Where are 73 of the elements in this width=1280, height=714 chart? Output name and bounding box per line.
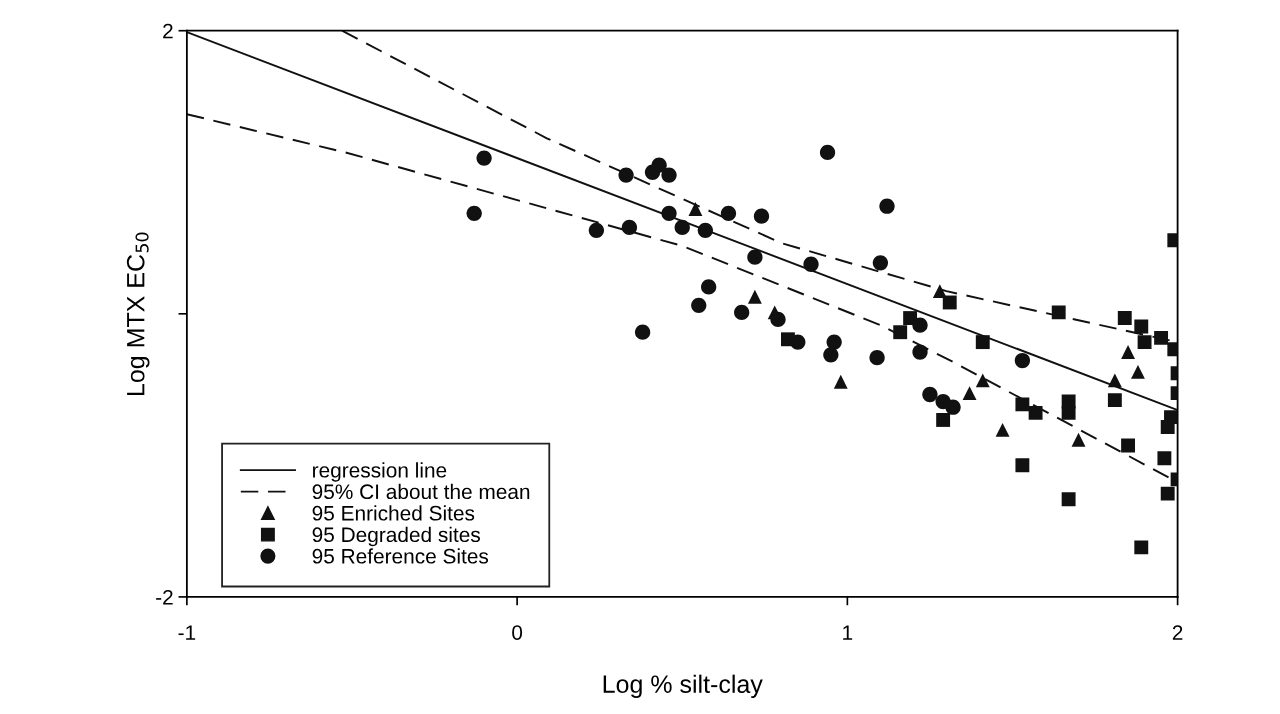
point bbox=[1117, 311, 1132, 325]
point bbox=[1061, 492, 1076, 507]
point bbox=[1015, 397, 1030, 412]
legend-label: regression line bbox=[313, 462, 447, 482]
point bbox=[747, 249, 763, 265]
point bbox=[975, 335, 990, 350]
point bbox=[661, 205, 677, 221]
point bbox=[674, 219, 690, 236]
point bbox=[803, 256, 819, 272]
point bbox=[922, 386, 938, 403]
point bbox=[833, 374, 848, 389]
point bbox=[819, 144, 836, 161]
point bbox=[1061, 405, 1076, 420]
x-tick-label: 1 bbox=[843, 625, 853, 640]
point bbox=[1071, 432, 1086, 447]
point bbox=[701, 279, 717, 295]
point bbox=[879, 198, 895, 214]
point bbox=[903, 311, 918, 325]
legend-label: 95 Degraded sites bbox=[312, 526, 480, 547]
point bbox=[734, 304, 750, 321]
point bbox=[936, 413, 951, 427]
point bbox=[893, 325, 908, 340]
point bbox=[621, 219, 638, 236]
legend-label: 95 Reference Sites bbox=[312, 548, 489, 564]
point bbox=[688, 202, 703, 216]
point bbox=[872, 255, 889, 271]
point bbox=[932, 284, 947, 299]
point bbox=[962, 386, 977, 401]
point bbox=[942, 295, 957, 310]
point bbox=[661, 167, 677, 183]
point bbox=[753, 208, 770, 224]
point bbox=[1107, 393, 1122, 408]
point bbox=[945, 399, 961, 415]
point bbox=[466, 205, 482, 221]
point bbox=[912, 344, 928, 360]
y-tick-label: -2 bbox=[156, 589, 173, 605]
point bbox=[1134, 540, 1149, 555]
point bbox=[869, 350, 885, 366]
point bbox=[634, 324, 651, 340]
point bbox=[651, 157, 667, 173]
point bbox=[995, 422, 1010, 437]
point bbox=[1131, 364, 1145, 379]
point bbox=[1028, 405, 1043, 420]
point bbox=[747, 289, 762, 304]
point bbox=[780, 332, 795, 347]
point bbox=[1051, 305, 1066, 320]
legend-label: 95 Enriched Sites bbox=[312, 505, 475, 521]
point bbox=[1137, 335, 1152, 350]
x-axis-title: Log % silt-clay bbox=[603, 674, 763, 698]
point bbox=[697, 222, 713, 238]
point bbox=[618, 167, 634, 183]
point bbox=[1160, 486, 1175, 501]
point bbox=[1121, 345, 1136, 359]
point bbox=[1015, 458, 1030, 473]
y-axis-title: Log MTX EC$_{50}$ bbox=[126, 232, 150, 395]
point bbox=[1154, 330, 1169, 345]
point bbox=[1157, 451, 1172, 466]
x-tick-label: 0 bbox=[512, 625, 523, 640]
x-tick-label: 2 bbox=[1172, 625, 1183, 640]
point bbox=[1121, 438, 1136, 453]
point bbox=[1134, 319, 1149, 334]
point bbox=[588, 222, 605, 238]
point bbox=[720, 205, 737, 221]
legend-label: 95% CI about the mean bbox=[312, 483, 530, 500]
point bbox=[1014, 352, 1031, 369]
point bbox=[975, 373, 990, 388]
x-tick-label: -1 bbox=[178, 625, 196, 640]
point bbox=[1160, 420, 1175, 434]
point bbox=[476, 150, 492, 166]
point bbox=[1107, 373, 1122, 388]
point bbox=[826, 334, 842, 350]
point bbox=[691, 297, 707, 313]
point bbox=[823, 347, 839, 363]
